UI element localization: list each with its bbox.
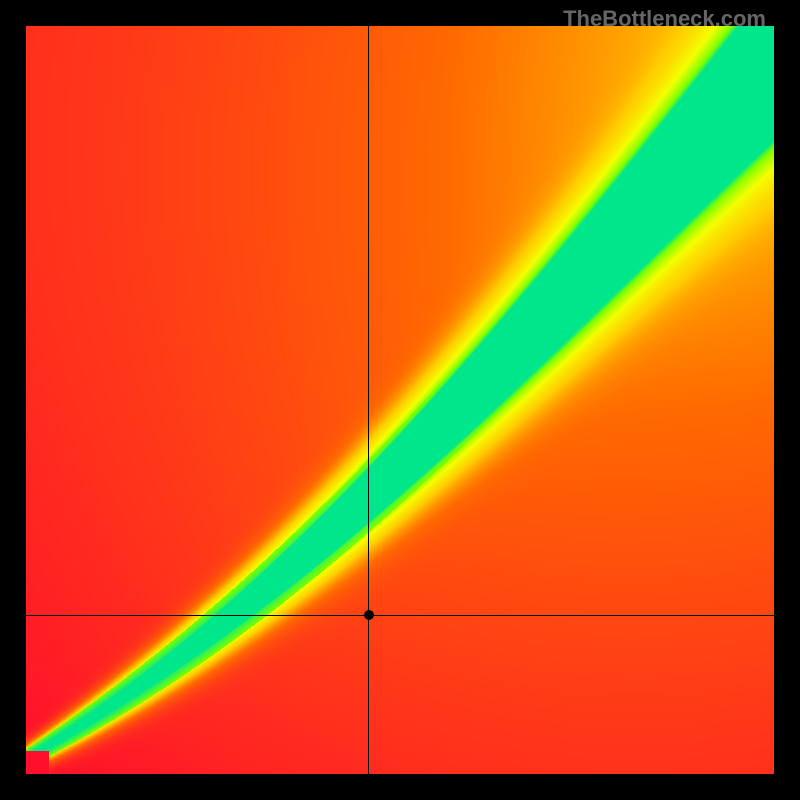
chart-container: TheBottleneck.com <box>0 0 800 800</box>
crosshair-vertical <box>368 26 369 774</box>
crosshair-horizontal <box>26 615 774 616</box>
frame-left <box>0 0 26 800</box>
heatmap-canvas <box>26 26 774 774</box>
frame-bottom <box>0 774 800 800</box>
frame-right <box>774 0 800 800</box>
crosshair-marker <box>364 610 374 620</box>
watermark-text: TheBottleneck.com <box>563 6 766 32</box>
